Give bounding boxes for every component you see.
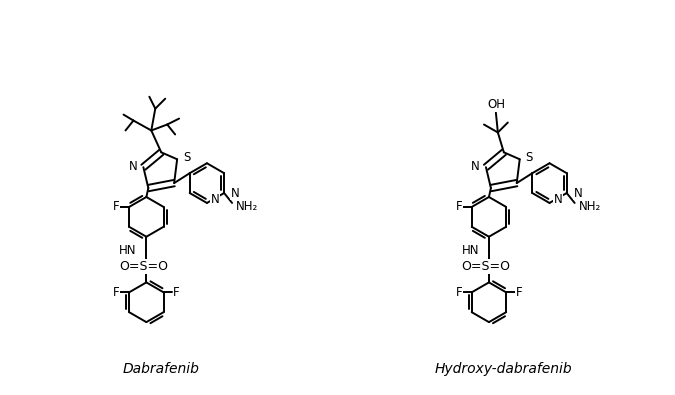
Text: HN: HN — [119, 244, 136, 257]
Text: Dabrafenib: Dabrafenib — [123, 362, 200, 376]
Text: HN: HN — [462, 244, 479, 257]
Text: N: N — [231, 186, 240, 199]
Text: Hydroxy-dabrafenib: Hydroxy-dabrafenib — [435, 362, 572, 376]
Text: S: S — [183, 151, 190, 164]
Text: F: F — [456, 200, 462, 213]
Text: F: F — [173, 286, 180, 299]
Text: NH₂: NH₂ — [236, 200, 259, 213]
Text: F: F — [516, 286, 522, 299]
Text: OH: OH — [488, 98, 506, 111]
Text: N: N — [574, 186, 583, 199]
Text: F: F — [456, 286, 462, 299]
Text: F: F — [113, 200, 119, 213]
Text: F: F — [113, 286, 119, 299]
Text: N: N — [471, 160, 480, 173]
Text: N: N — [211, 194, 219, 207]
Text: O=S=O: O=S=O — [119, 260, 168, 273]
Text: N: N — [554, 194, 562, 207]
Text: N: N — [129, 160, 138, 173]
Text: NH₂: NH₂ — [578, 200, 601, 213]
Text: S: S — [526, 151, 533, 164]
Text: O=S=O: O=S=O — [462, 260, 510, 273]
